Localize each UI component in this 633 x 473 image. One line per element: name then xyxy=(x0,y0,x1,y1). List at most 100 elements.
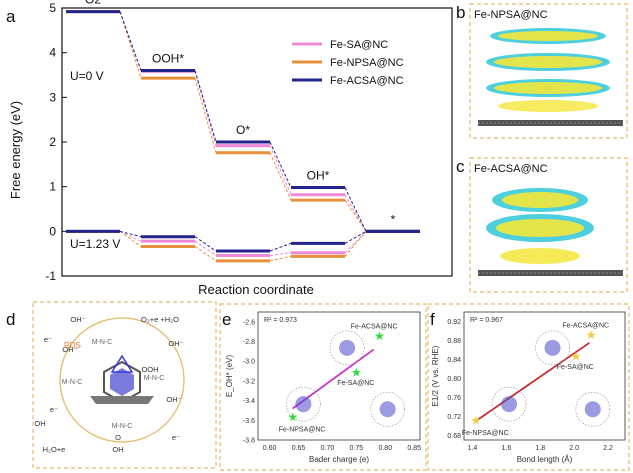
energy-connector-Fe-SA@NC xyxy=(119,230,142,242)
energy-connector-Fe-ACSA@NC xyxy=(194,70,217,143)
energy-connector-Fe-SA@NC xyxy=(194,240,217,256)
data-point-label: Fe-ACSA@NC xyxy=(562,323,609,330)
state-label: O2 xyxy=(85,0,101,7)
energy-connector-Fe-ACSA@NC xyxy=(269,242,292,252)
panel-a-x-axis-title: Reaction coordinate xyxy=(198,282,314,297)
panel-a-y-ticks: -1 0 1 2 3 4 5 xyxy=(45,1,67,283)
annotation-u0: U=0 V xyxy=(70,69,104,83)
x-tick-label: 2.0 xyxy=(569,445,579,452)
panel-d-cycle-labels: OH⁻ O₂+e +H₂O OH⁻ OOH OH⁻ e⁻ OH H₂O+e e⁻ OH O OH⁻ e⁻… xyxy=(34,315,183,454)
state-label: OOH* xyxy=(152,52,184,66)
y-tick-label: -1 xyxy=(45,269,56,283)
energy-connector-Fe-NPSA@NC xyxy=(194,246,217,262)
legend-entry: Fe-NPSA@NC xyxy=(330,57,404,69)
cycle-label: O xyxy=(115,433,121,442)
cycle-label: OOH xyxy=(141,365,158,374)
panel-a-state-labels: O2 OOH* O* OH* * xyxy=(85,0,396,226)
panel-b-title: Fe-NPSA@NC xyxy=(474,9,548,21)
panel-e-scatter: 0.60 0.65 0.70 0.75 0.80 0.85 -2.6 -2.8 -3.0 -3.2… xyxy=(225,311,421,464)
energy-connector-Fe-ACSA@NC xyxy=(269,141,292,188)
panel-c-frame xyxy=(469,157,628,293)
y-axis-title: E_OH* (eV) xyxy=(225,355,234,398)
x-tick-label: 0.80 xyxy=(378,445,392,452)
x-axis-title: Bader charge (e) xyxy=(309,455,369,464)
cycle-label: e⁻ xyxy=(50,405,58,414)
energy-connector-Fe-NPSA@NC xyxy=(269,152,292,201)
energy-connector-Fe-NPSA@NC xyxy=(269,255,292,262)
molecule-cluster xyxy=(584,401,601,418)
panel-a-y-axis-title: Free energy (eV) xyxy=(8,101,23,199)
y-tick-label: 1 xyxy=(49,180,56,194)
m-n-c-label: M-N-C xyxy=(112,423,133,430)
y-tick-label: -3.0 xyxy=(243,359,255,366)
y-tick-label: 4 xyxy=(49,46,56,60)
energy-connector-Fe-NPSA@NC xyxy=(119,230,142,247)
molecule-cluster xyxy=(501,396,518,413)
y-tick-label: 0.88 xyxy=(447,338,461,345)
x-axis-title: Bond length (Å) xyxy=(517,455,573,464)
data-point-label: Fe-NPSA@NC xyxy=(279,426,326,433)
energy-connector-Fe-ACSA@NC xyxy=(344,230,367,244)
y-tick-label: 2 xyxy=(49,135,56,149)
cycle-label: OH⁻ xyxy=(166,395,181,404)
molecule-cluster xyxy=(339,339,356,356)
cycle-label: OH xyxy=(34,419,45,428)
panel-e-outer xyxy=(219,303,427,471)
molecule-cluster xyxy=(379,401,396,418)
panel-f-outer xyxy=(427,303,630,471)
annotation-u123: U=1.23 V xyxy=(70,237,120,251)
charge-density-acsa xyxy=(478,188,623,276)
panel-d-frame xyxy=(32,301,217,469)
energy-connector-Fe-SA@NC xyxy=(269,252,292,256)
cycle-label: OH⁻ xyxy=(168,339,183,348)
r-squared-label: R² = 0.967 xyxy=(470,317,503,324)
r-squared-label: R² = 0.973 xyxy=(264,317,297,324)
y-tick-label: -3.6 xyxy=(243,418,255,425)
x-tick-label: 0.75 xyxy=(350,445,364,452)
molecule-sketch xyxy=(329,330,365,366)
y-tick-label: 5 xyxy=(49,1,56,15)
panel-letter-a: a xyxy=(6,7,16,26)
data-point-label: Fe-NPSA@NC xyxy=(462,430,509,437)
plot-frame xyxy=(257,311,421,441)
data-point-star: ★ xyxy=(570,350,581,364)
molecule-cluster xyxy=(544,339,561,356)
energy-connector-Fe-NPSA@NC xyxy=(344,231,367,257)
y-tick-label: 0.72 xyxy=(447,414,461,421)
panel-letter-d: d xyxy=(6,310,15,329)
energy-connector-Fe-ACSA@NC xyxy=(119,11,142,71)
y-tick-label: -2.8 xyxy=(243,339,255,346)
panel-c: c Fe-ACSA@NC xyxy=(456,157,628,293)
x-tick-label: 2.2 xyxy=(603,445,613,452)
data-point-star: ★ xyxy=(470,414,481,428)
y-tick-label: 0 xyxy=(49,224,56,238)
energy-connector-Fe-NPSA@NC xyxy=(344,199,367,232)
data-point-star: ★ xyxy=(351,366,362,380)
state-label: * xyxy=(391,212,396,226)
panel-letter-f: f xyxy=(430,310,435,329)
panel-letter-b: b xyxy=(456,3,465,22)
x-tick-label: 1.8 xyxy=(535,445,545,452)
data-point-label: Fe-SA@NC xyxy=(337,380,374,387)
molecule-sketch xyxy=(535,330,570,366)
panel-b: b Fe-NPSA@NC xyxy=(456,3,628,139)
legend-entry: Fe-SA@NC xyxy=(330,39,388,51)
panel-a: a -1 0 1 2 3 4 5 Free energy (eV) Reaction coo… xyxy=(6,0,453,297)
energy-connector-Fe-NPSA@NC xyxy=(194,77,217,153)
y-tick-label: -2.6 xyxy=(243,319,255,326)
m-n-c-label: M-N-C xyxy=(144,375,165,382)
cycle-label: OH⁻ xyxy=(62,345,77,354)
y-tick-label: -3.8 xyxy=(243,438,255,445)
state-label: O* xyxy=(236,123,250,137)
m-n-c-label: M-N-C xyxy=(92,339,113,346)
panel-f: f 1.4 1.6 1.8 2.0 2.2 0.92 0.88 0.84 0.80 0.76 0.7… xyxy=(427,303,630,471)
panel-letter-c: c xyxy=(456,157,465,176)
y-tick-label: -3.2 xyxy=(243,378,255,385)
panel-b-frame xyxy=(469,3,628,139)
m-n-c-label: M-N-C xyxy=(62,379,83,386)
plot-frame xyxy=(463,311,626,441)
cycle-label: O₂+e +H₂O xyxy=(141,315,179,324)
y-tick-label: 0.68 xyxy=(447,433,461,440)
legend-entry: Fe-ACSA@NC xyxy=(330,75,404,87)
